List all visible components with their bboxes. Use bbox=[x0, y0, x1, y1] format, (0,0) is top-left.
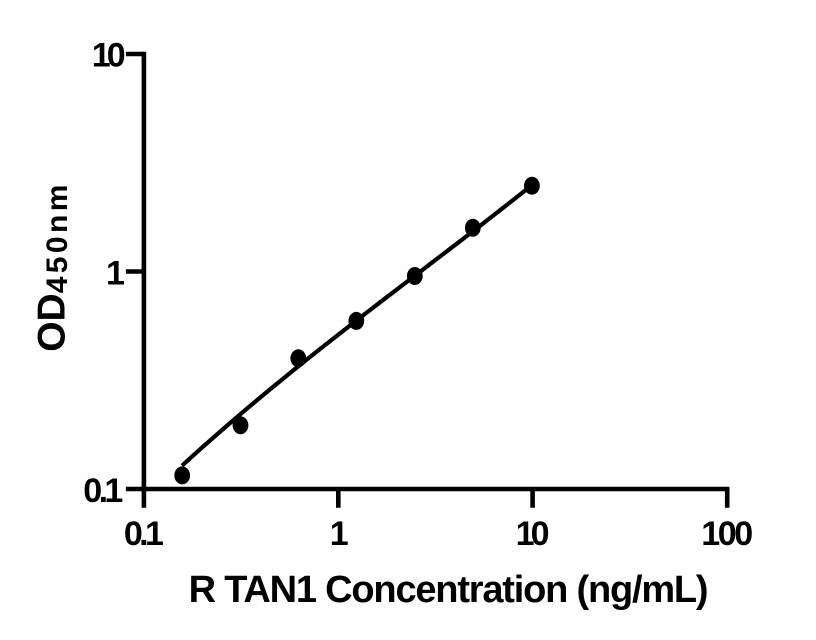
svg-text:R TAN1 Concentration (ng/mL): R TAN1 Concentration (ng/mL) bbox=[189, 569, 708, 611]
svg-text:10: 10 bbox=[92, 37, 126, 75]
svg-text:0.1: 0.1 bbox=[83, 472, 123, 510]
svg-text:OD450nm: OD450nm bbox=[31, 181, 75, 352]
svg-text:10: 10 bbox=[516, 515, 550, 553]
svg-text:1: 1 bbox=[330, 515, 349, 553]
svg-text:100: 100 bbox=[701, 515, 753, 553]
svg-text:1: 1 bbox=[106, 255, 125, 293]
svg-text:0.1: 0.1 bbox=[124, 515, 164, 553]
